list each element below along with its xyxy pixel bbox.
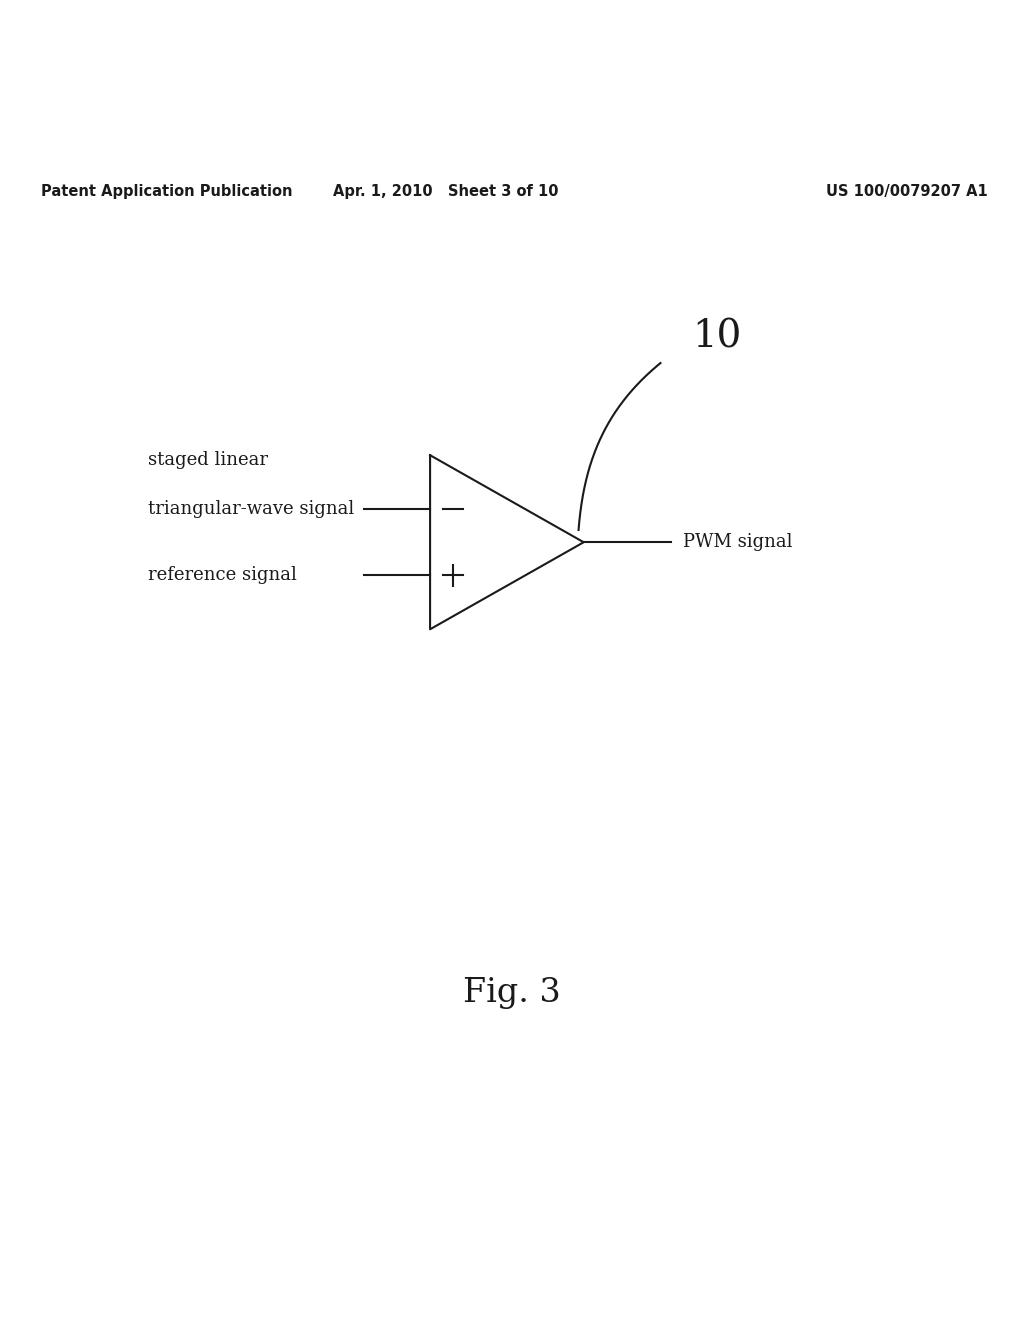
Text: Apr. 1, 2010   Sheet 3 of 10: Apr. 1, 2010 Sheet 3 of 10 (333, 183, 558, 198)
Text: staged linear: staged linear (148, 451, 268, 469)
Text: US 100/0079207 A1: US 100/0079207 A1 (826, 183, 988, 198)
Text: triangular-wave signal: triangular-wave signal (148, 500, 354, 519)
Text: 10: 10 (692, 319, 741, 356)
Text: PWM signal: PWM signal (683, 533, 793, 552)
Text: Patent Application Publication: Patent Application Publication (41, 183, 293, 198)
Text: Fig. 3: Fig. 3 (463, 977, 561, 1008)
Text: reference signal: reference signal (148, 566, 297, 585)
